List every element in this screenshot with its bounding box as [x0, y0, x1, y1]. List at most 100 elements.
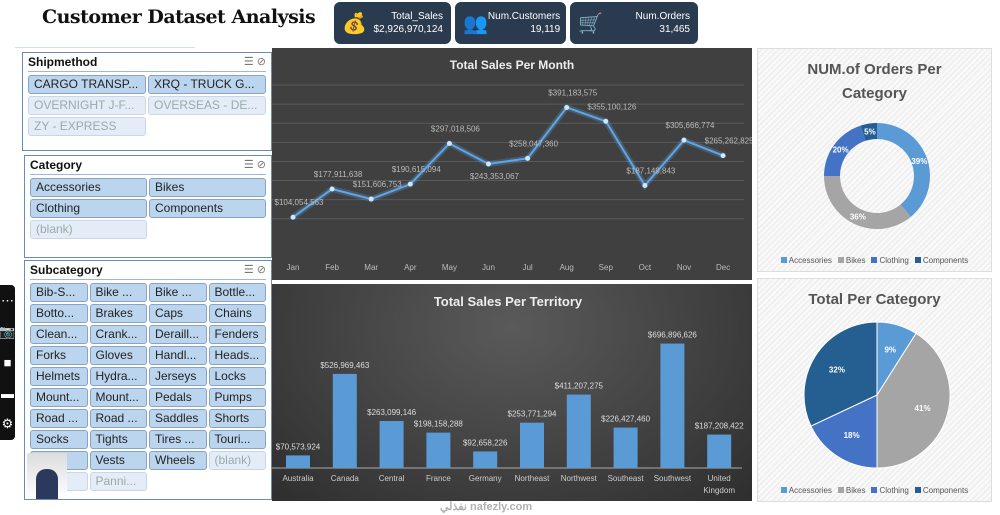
slicer-item[interactable]: (blank): [30, 220, 147, 239]
slicer-item[interactable]: Deraill...: [149, 325, 207, 344]
slicer-item[interactable]: Handl...: [149, 346, 207, 365]
series-glow: [291, 103, 725, 220]
slicer-item[interactable]: OVERNIGHT J-F...: [28, 96, 146, 115]
x-tick-label: Northeast: [515, 474, 550, 483]
slicer-item[interactable]: Wheels: [149, 451, 207, 470]
x-tick-label: Apr: [404, 263, 417, 272]
slicer-item[interactable]: Locks: [208, 367, 266, 386]
x-tick-label: Jul: [522, 263, 532, 272]
legend-swatch: [914, 487, 921, 493]
kpi-num-customers: 👥 Num.Customers 19,119: [455, 2, 566, 44]
data-label: $411,207,275: [555, 382, 604, 391]
slicer-title: Subcategory: [30, 263, 103, 277]
slicer-item[interactable]: Botto...: [30, 304, 88, 323]
legend-item: Clothing: [871, 256, 909, 265]
legend-item: Bikes: [837, 486, 865, 495]
bar: [426, 432, 451, 468]
floating-toolbar: ⋯ 📷 ■ ▬ ⚙: [0, 285, 16, 440]
more-icon[interactable]: ⋯: [1, 292, 14, 308]
slicer-item[interactable]: Crank...: [89, 325, 147, 344]
folder-icon[interactable]: ▬: [1, 385, 14, 401]
data-label: $177,911,638: [314, 170, 363, 179]
slicer-item[interactable]: Bib-S...: [30, 283, 88, 302]
slicer-item[interactable]: Pedals: [149, 388, 207, 407]
legend-swatch: [780, 257, 787, 263]
legend-label: Accessories: [788, 256, 832, 265]
slicer-item[interactable]: Vests: [89, 451, 147, 470]
slicer-item[interactable]: Fenders: [208, 325, 266, 344]
clear-filter-icon[interactable]: ⊘: [256, 56, 266, 68]
slicer-item[interactable]: Brakes: [89, 304, 147, 323]
slicer-item[interactable]: ZY - EXPRESS: [28, 117, 146, 136]
slicer-item[interactable]: Saddles: [149, 409, 207, 428]
slicer-item[interactable]: Accessories: [30, 178, 147, 197]
data-label: $187,208,422: [695, 422, 744, 431]
slicer-item[interactable]: Mount...: [89, 388, 147, 407]
slicer-item[interactable]: Hydra...: [89, 367, 147, 386]
kpi-total-sales: 💰 Total_Sales $2,926,970,124: [334, 2, 451, 44]
data-label: 39%: [911, 157, 927, 166]
slicer-item[interactable]: Bike ...: [89, 283, 147, 302]
data-label: $190,615,094: [392, 165, 441, 174]
slicer-item[interactable]: Heads...: [208, 346, 266, 365]
data-label: $391,183,575: [548, 88, 597, 97]
video-icon[interactable]: ■: [3, 355, 12, 371]
slicer-item[interactable]: Pumps: [208, 388, 266, 407]
slicer-item[interactable]: Bottle...: [208, 283, 266, 302]
pie-slice: [803, 321, 878, 427]
slicer-item[interactable]: Helmets: [30, 367, 88, 386]
x-tick-label: Feb: [325, 263, 339, 272]
gear-icon[interactable]: ⚙: [1, 416, 14, 432]
x-tick-label: Canada: [331, 474, 360, 483]
legend-label: Clothing: [879, 486, 909, 495]
slicer-item[interactable]: Road ...: [30, 409, 88, 428]
slicer-item[interactable]: Clean...: [30, 325, 88, 344]
chart-title: Total Sales Per Month: [450, 58, 574, 72]
slicer-item[interactable]: Shorts: [208, 409, 266, 428]
data-label: $526,969,463: [320, 361, 369, 370]
legend-swatch: [871, 487, 878, 493]
slicer-item[interactable]: Tires ...: [149, 430, 207, 449]
slicer-item[interactable]: Road ...: [89, 409, 147, 428]
slicer-item[interactable]: CARGO TRANSP...: [28, 75, 146, 94]
chart-title: NUM.of Orders Per Category: [807, 61, 942, 102]
x-tick-label: Germany: [469, 474, 502, 483]
multi-select-icon[interactable]: ☰: [243, 264, 254, 276]
data-label: 41%: [915, 404, 931, 413]
camera-icon[interactable]: 📷: [0, 324, 16, 340]
slicer-item[interactable]: Tights: [89, 430, 147, 449]
slicer-item[interactable]: Mount...: [30, 388, 88, 407]
x-tick-label: Australia: [282, 474, 314, 483]
slicer-item[interactable]: Panni...: [89, 472, 147, 491]
data-label: $305,666,774: [666, 121, 715, 130]
slicer-item[interactable]: Bikes: [149, 178, 266, 197]
x-tick-label: Kingdom: [703, 486, 735, 495]
data-point: [564, 104, 570, 110]
data-label: $187,149,843: [626, 166, 675, 175]
slicer-item[interactable]: OVERSEAS - DE...: [148, 96, 266, 115]
slicer-item[interactable]: Forks: [30, 346, 88, 365]
legend-label: Components: [922, 256, 969, 265]
slicer-item[interactable]: XRQ - TRUCK G...: [148, 75, 266, 94]
slicer-item[interactable]: Caps: [149, 304, 207, 323]
clear-filter-icon[interactable]: ⊘: [256, 264, 266, 276]
slicer-item[interactable]: Chains: [208, 304, 266, 323]
multi-select-icon[interactable]: ☰: [243, 159, 254, 171]
slicer-item[interactable]: Bike ...: [149, 283, 207, 302]
bar: [473, 451, 498, 468]
slicer-item[interactable]: Components: [149, 199, 266, 218]
dashboard-title: Customer Dataset Analysis: [42, 6, 316, 28]
slicer-category: Category ☰ ⊘ Accessories Bikes Clothing Comp…: [24, 155, 272, 258]
slicer-item[interactable]: Clothing: [30, 199, 147, 218]
slicer-item[interactable]: Socks: [30, 430, 88, 449]
legend-item: Components: [914, 256, 969, 265]
data-label: $198,158,288: [414, 420, 463, 429]
slicer-item[interactable]: (blank): [208, 451, 266, 470]
slicer-item[interactable]: Gloves: [89, 346, 147, 365]
slicer-item[interactable]: Touri...: [208, 430, 266, 449]
slicer-item[interactable]: Jerseys: [149, 367, 207, 386]
slicer-title: Category: [30, 158, 83, 172]
multi-select-icon[interactable]: ☰: [243, 56, 254, 68]
data-point: [642, 182, 648, 188]
clear-filter-icon[interactable]: ⊘: [256, 159, 266, 171]
